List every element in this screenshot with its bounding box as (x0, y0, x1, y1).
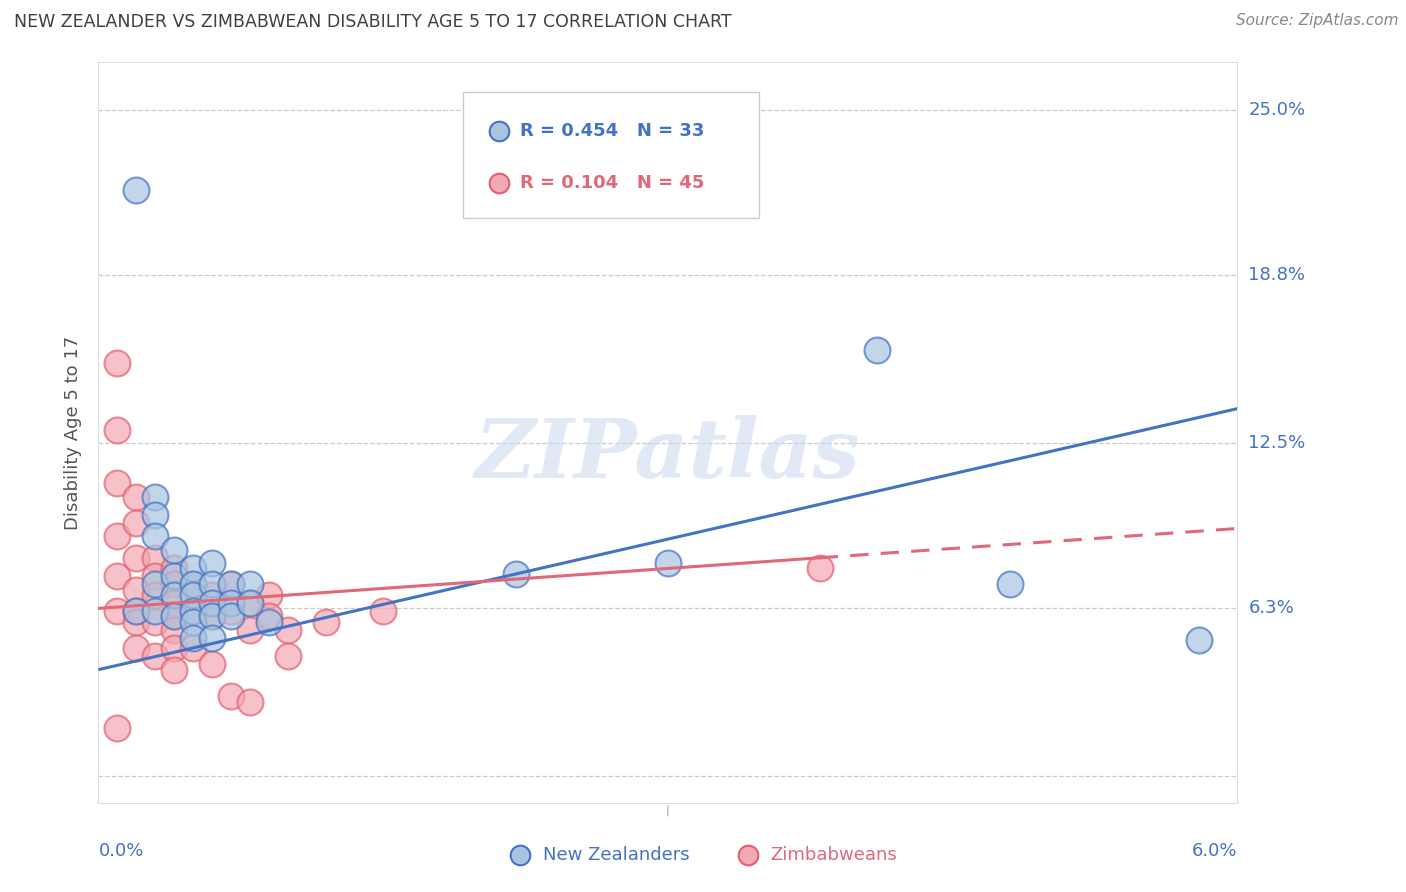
Text: 12.5%: 12.5% (1249, 434, 1306, 452)
Point (145, 550, 167, 565)
Point (239, 623, 262, 637)
Point (277, 649, 299, 664)
Point (201, 596, 224, 610)
Point (163, 561, 186, 575)
Point (201, 588, 224, 602)
Point (163, 641, 186, 656)
Point (315, 615, 337, 629)
Point (125, 516, 148, 531)
Point (183, 615, 205, 629)
Point (1188, 633, 1211, 648)
Point (201, 609, 224, 624)
Point (998, 577, 1021, 591)
Point (183, 641, 205, 656)
Point (201, 657, 224, 672)
Point (259, 609, 281, 624)
Point (259, 588, 281, 602)
Point (145, 604, 167, 618)
FancyBboxPatch shape (463, 92, 759, 218)
Point (183, 631, 205, 645)
Point (107, 529, 129, 543)
Point (163, 609, 186, 624)
Point (239, 695, 262, 709)
Point (107, 356, 129, 370)
Text: 6.0%: 6.0% (1192, 842, 1237, 860)
Text: 0.0%: 0.0% (98, 842, 143, 860)
Y-axis label: Disability Age 5 to 17: Disability Age 5 to 17 (63, 335, 82, 530)
Point (125, 490, 148, 504)
Point (221, 577, 243, 591)
Point (505, 566, 527, 581)
Text: R = 0.104   N = 45: R = 0.104 N = 45 (520, 174, 704, 192)
Point (259, 615, 281, 629)
Point (107, 604, 129, 618)
Text: Source: ZipAtlas.com: Source: ZipAtlas.com (1236, 13, 1399, 29)
Point (239, 577, 262, 591)
Text: 25.0%: 25.0% (1249, 102, 1306, 120)
Point (125, 550, 148, 565)
Point (145, 577, 167, 591)
Point (183, 588, 205, 602)
Point (371, 604, 394, 618)
Point (239, 596, 262, 610)
Point (866, 343, 889, 357)
Point (163, 542, 186, 557)
Point (221, 690, 243, 704)
Point (183, 577, 205, 591)
Point (107, 721, 129, 735)
Point (145, 529, 167, 543)
Point (125, 183, 148, 197)
Point (145, 588, 167, 602)
Point (163, 609, 186, 624)
Point (107, 476, 129, 491)
Point (183, 604, 205, 618)
Point (145, 508, 167, 523)
Point (163, 596, 186, 610)
Text: Zimbabweans: Zimbabweans (770, 846, 897, 863)
Point (221, 577, 243, 591)
Text: New Zealanders: New Zealanders (543, 846, 689, 863)
Point (221, 609, 243, 624)
Point (277, 623, 299, 637)
Point (107, 423, 129, 437)
Point (808, 561, 831, 575)
Point (107, 569, 129, 583)
Text: ZIPatlas: ZIPatlas (475, 415, 860, 495)
Point (145, 615, 167, 629)
Point (201, 631, 224, 645)
Point (163, 623, 186, 637)
Point (125, 615, 148, 629)
Point (239, 596, 262, 610)
Point (183, 561, 205, 575)
Point (657, 556, 679, 570)
Point (163, 577, 186, 591)
Point (125, 641, 148, 656)
Point (183, 604, 205, 618)
Point (221, 596, 243, 610)
Text: 18.8%: 18.8% (1249, 267, 1305, 285)
Point (201, 609, 224, 624)
Point (163, 588, 186, 602)
Text: R = 0.454   N = 33: R = 0.454 N = 33 (520, 121, 704, 139)
Text: 6.3%: 6.3% (1249, 599, 1294, 617)
Point (163, 663, 186, 677)
Point (125, 604, 148, 618)
Point (201, 577, 224, 591)
Point (145, 569, 167, 583)
Point (163, 569, 186, 583)
Point (145, 490, 167, 504)
Point (125, 582, 148, 597)
Point (145, 649, 167, 664)
Point (125, 604, 148, 618)
Point (201, 556, 224, 570)
Point (183, 577, 205, 591)
Point (221, 604, 243, 618)
Text: NEW ZEALANDER VS ZIMBABWEAN DISABILITY AGE 5 TO 17 CORRELATION CHART: NEW ZEALANDER VS ZIMBABWEAN DISABILITY A… (14, 13, 731, 31)
